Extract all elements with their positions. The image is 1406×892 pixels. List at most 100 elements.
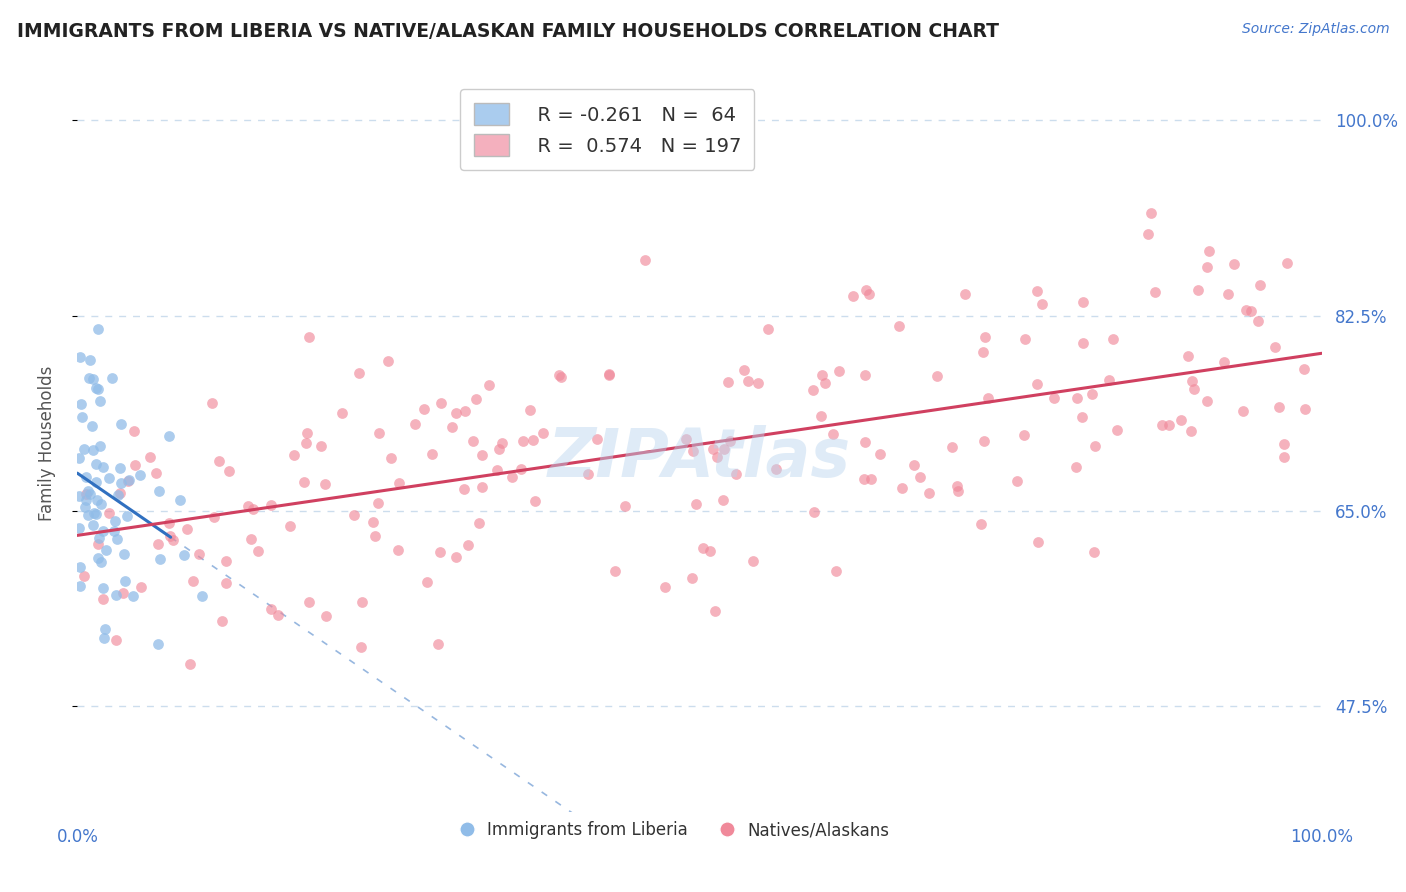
Point (138, 450, 160, 465)
Point (77, 371, 100, 385)
Point (260, 498, 283, 512)
Point (75, 500, 97, 514)
Point (361, 515, 384, 529)
Point (969, 517, 991, 532)
Point (827, 364, 849, 378)
Point (298, 595, 321, 609)
Point (77, 484, 100, 499)
Point (267, 607, 290, 622)
Point (69, 397, 91, 411)
Point (869, 447, 891, 461)
Point (82, 419, 104, 434)
Point (733, 363, 755, 377)
Point (347, 366, 370, 380)
Point (108, 461, 131, 475)
Point (75, 470, 97, 484)
Point (114, 574, 136, 589)
Point (925, 369, 948, 384)
Point (1083, 545, 1105, 559)
Point (765, 462, 787, 476)
Point (1071, 409, 1094, 424)
Point (110, 476, 132, 491)
Point (471, 480, 494, 494)
Point (1268, 400, 1291, 414)
Point (1234, 303, 1257, 318)
Point (350, 640, 373, 655)
Point (858, 287, 880, 301)
Point (1180, 424, 1202, 438)
Point (207, 453, 229, 467)
Point (585, 432, 607, 446)
Point (107, 488, 129, 502)
Point (1275, 256, 1298, 270)
Point (388, 475, 411, 490)
Point (413, 402, 436, 417)
Point (977, 391, 1000, 405)
Point (75, 492, 97, 507)
Point (1026, 534, 1049, 549)
Point (97, 470, 120, 484)
Point (1102, 332, 1125, 346)
Point (105, 532, 128, 546)
Point (122, 590, 145, 604)
Point (367, 496, 389, 510)
Point (1272, 437, 1295, 451)
Text: IMMIGRANTS FROM LIBERIA VS NATIVE/ALASKAN FAMILY HOUSEHOLDS CORRELATION CHART: IMMIGRANTS FROM LIBERIA VS NATIVE/ALASKA… (17, 22, 998, 41)
Point (260, 602, 283, 616)
Point (853, 472, 876, 486)
Y-axis label: Family Households: Family Households (38, 366, 56, 522)
Point (523, 493, 546, 508)
Point (173, 548, 195, 562)
Point (486, 463, 509, 477)
Point (215, 575, 238, 590)
Point (283, 448, 305, 462)
Point (77, 508, 100, 522)
Point (128, 467, 150, 482)
Point (1232, 403, 1254, 417)
Point (1007, 474, 1029, 488)
Point (1084, 439, 1107, 453)
Point (598, 368, 620, 382)
Point (747, 376, 769, 390)
Point (478, 377, 501, 392)
Point (853, 368, 876, 382)
Point (692, 541, 714, 555)
Point (69, 350, 91, 364)
Point (501, 470, 523, 484)
Point (446, 406, 468, 420)
Point (1182, 382, 1205, 396)
Point (297, 426, 319, 441)
Point (1181, 374, 1204, 388)
Point (91, 581, 114, 595)
Point (238, 500, 260, 514)
Point (706, 450, 728, 464)
Point (211, 614, 233, 628)
Point (824, 564, 846, 578)
Point (200, 396, 222, 410)
Point (215, 554, 238, 568)
Point (67, 451, 90, 466)
Point (1292, 361, 1315, 376)
Point (239, 532, 262, 546)
Point (91, 591, 114, 606)
Point (292, 475, 315, 489)
Point (364, 529, 387, 543)
Point (910, 470, 932, 484)
Point (1064, 459, 1087, 474)
Point (718, 434, 741, 449)
Point (426, 637, 449, 651)
Point (654, 580, 676, 594)
Point (741, 554, 763, 568)
Point (218, 464, 240, 478)
Point (79, 353, 101, 368)
Point (725, 467, 748, 481)
Point (145, 466, 167, 480)
Point (440, 419, 463, 434)
Point (675, 432, 697, 446)
Point (84, 381, 107, 395)
Point (1170, 413, 1192, 427)
Point (148, 537, 170, 551)
Point (202, 510, 225, 524)
Point (1097, 373, 1119, 387)
Point (93, 631, 115, 645)
